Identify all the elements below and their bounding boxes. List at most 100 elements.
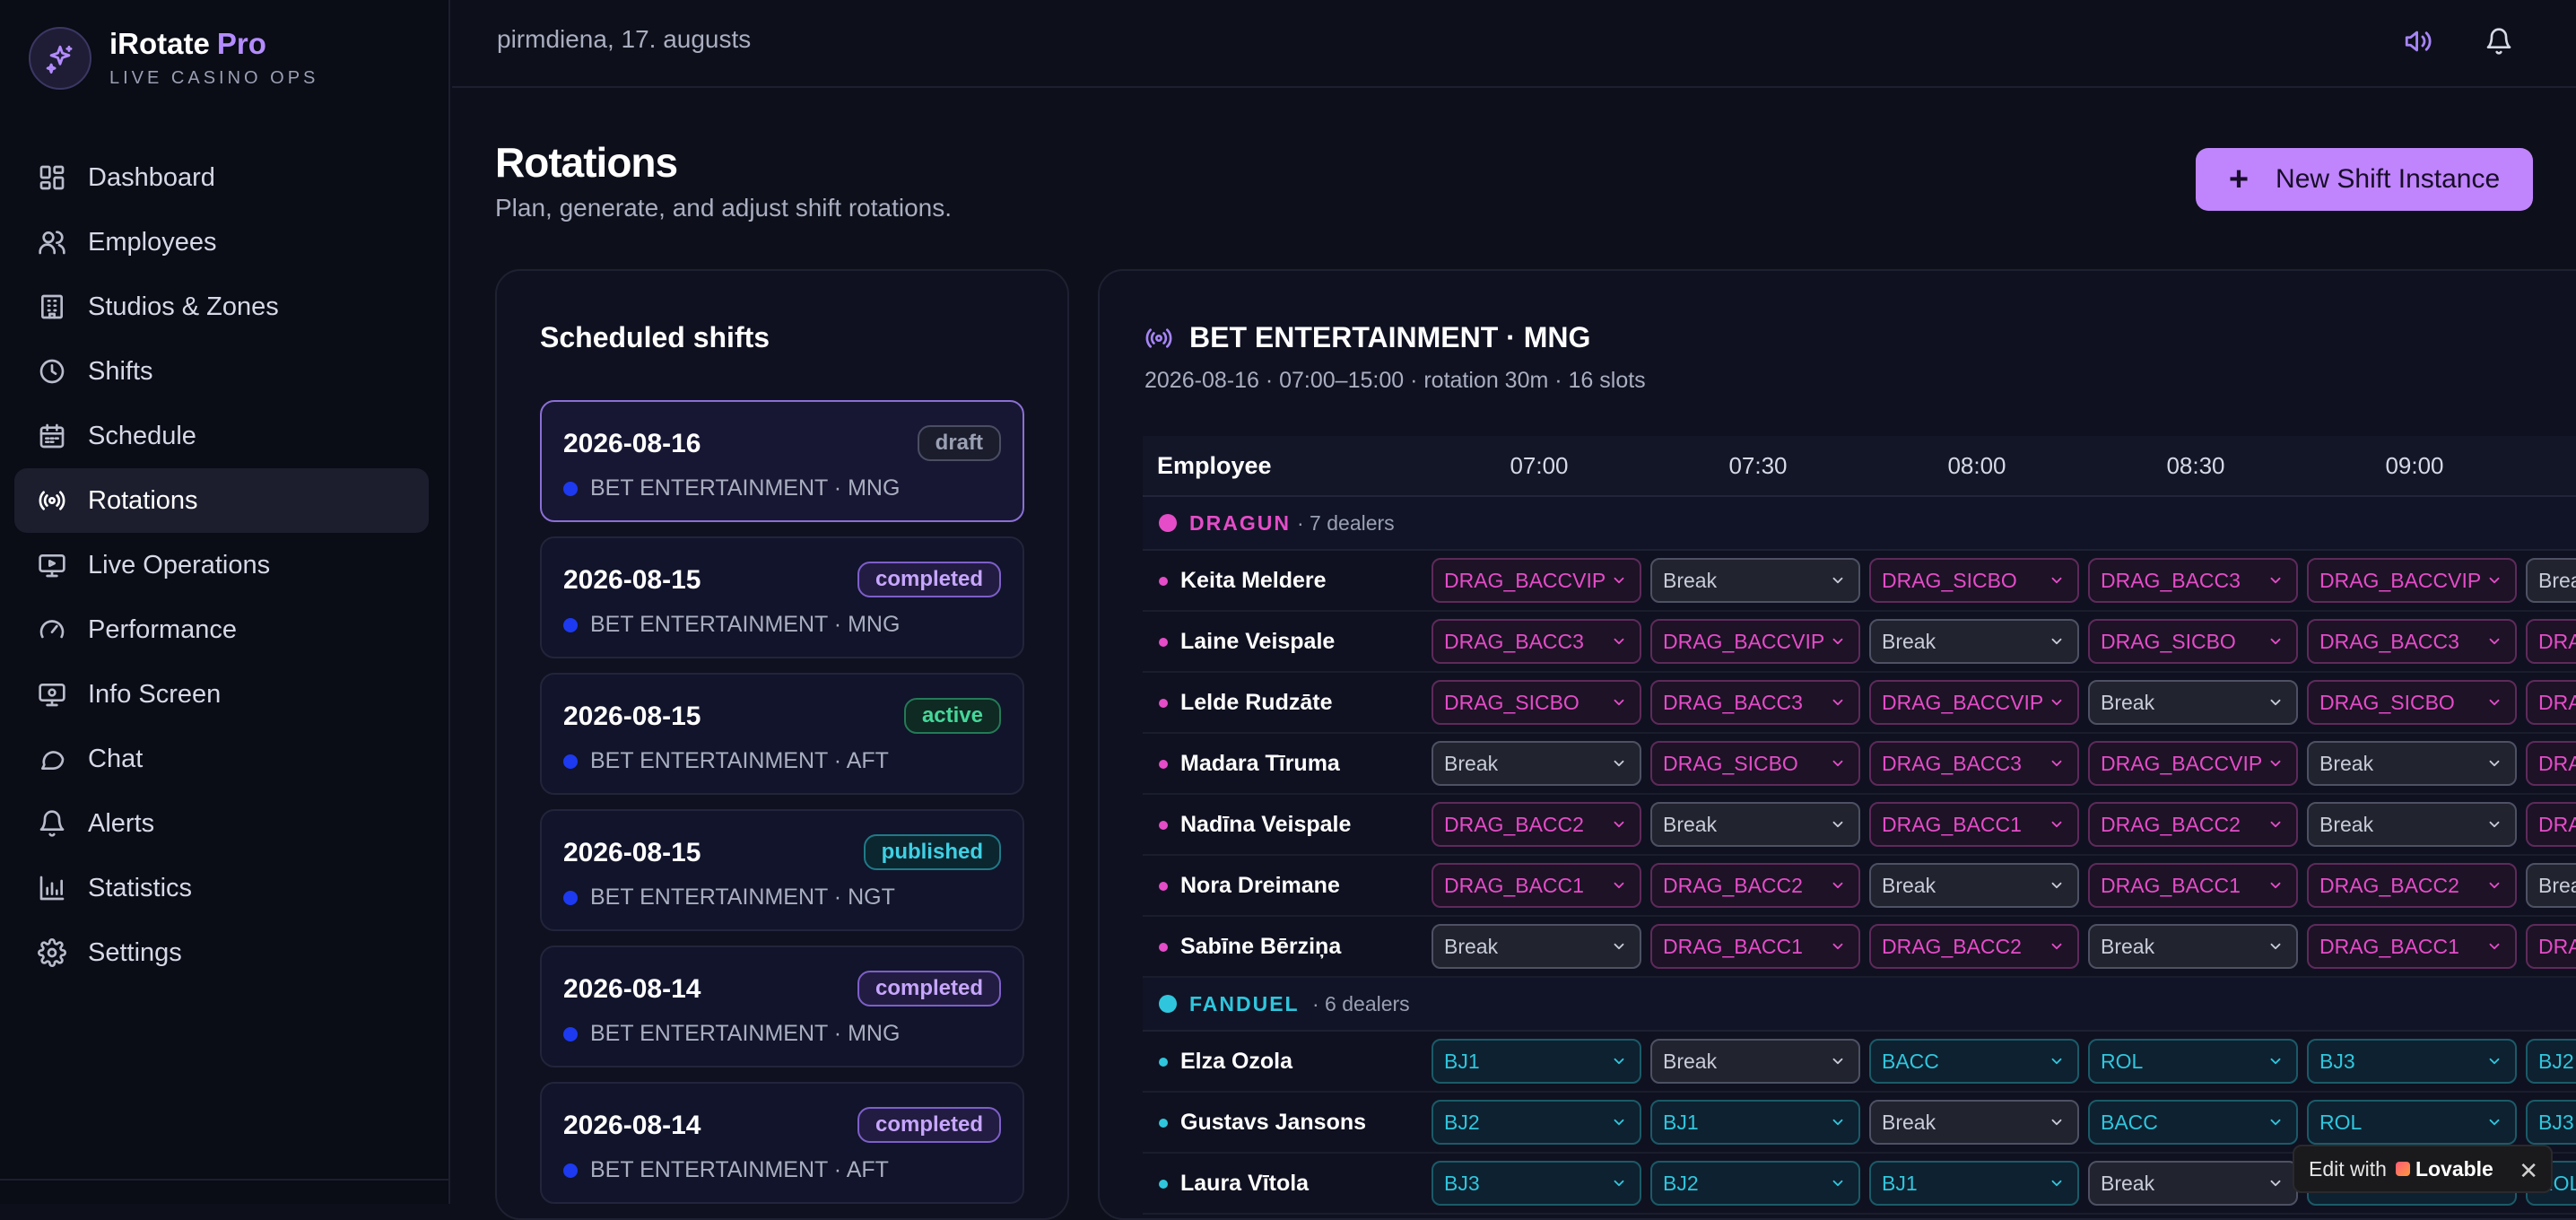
assignment-select[interactable]: DRAG_BACC1 [2088, 863, 2298, 908]
sidebar-item-info-screen[interactable]: Info Screen [14, 662, 429, 727]
assignment-select[interactable]: DRAG_BACCVIP [1432, 558, 1641, 603]
assignment-select[interactable]: DRAG_BACC3 [1432, 619, 1641, 664]
assignment-select[interactable]: BJ3 [1432, 1161, 1641, 1206]
sidebar-item-label: Studios & Zones [88, 292, 279, 321]
sidebar-item-performance[interactable]: Performance [14, 597, 429, 662]
assignment-select[interactable]: BJ2 [1432, 1100, 1641, 1145]
employee-name: Sabīne Bērziņa [1180, 934, 1342, 959]
bell-icon[interactable] [2481, 23, 2517, 59]
assignment-select[interactable]: DRAG_BACC1 [2307, 924, 2517, 969]
assignment-select[interactable]: DRAG_BACC2 [2088, 802, 2298, 847]
assignment-select[interactable]: BJ1 [1432, 1039, 1641, 1084]
sound-icon[interactable] [2400, 23, 2436, 59]
assignment-select[interactable]: DRAG_BACCVIP [2088, 741, 2298, 786]
shift-card[interactable]: 2026-08-15 active BET ENTERTAINMENT · AFT [540, 673, 1024, 795]
assignment-select[interactable]: Break [2526, 863, 2576, 908]
chevron-down-icon [2051, 821, 2062, 828]
assignment-select[interactable]: DRAG_BACC2 [1432, 802, 1641, 847]
shift-card[interactable]: 2026-08-16 draft BET ENTERTAINMENT · MNG [540, 400, 1024, 522]
shift-card[interactable]: 2026-08-15 published BET ENTERTAINMENT · N… [540, 809, 1024, 931]
assignment-select[interactable]: DRAG_BACCVIP [1869, 680, 2079, 725]
assignment-select[interactable]: DRAG_BACC2 [1650, 863, 1860, 908]
location-dot-icon [563, 1026, 578, 1041]
assignment-select[interactable]: Break [1650, 558, 1860, 603]
sidebar-item-employees[interactable]: Employees [14, 210, 429, 274]
sidebar-item-studios-and-zones[interactable]: Studios & Zones [14, 274, 429, 339]
sidebar-item-settings[interactable]: Settings [14, 920, 429, 985]
sidebar-item-rotations[interactable]: Rotations [14, 468, 429, 533]
assignment-select[interactable]: Break [1869, 1100, 2079, 1145]
shift-card[interactable]: 2026-08-14 completed BET ENTERTAINMENT · M… [540, 946, 1024, 1068]
assignment-select[interactable]: BJ3 [2526, 1100, 2576, 1145]
sidebar-item-live-operations[interactable]: Live Operations [14, 533, 429, 597]
assignment-select[interactable]: DRAG_SICBO [1650, 741, 1860, 786]
assignment-select[interactable]: Break [1869, 619, 2079, 664]
shift-card[interactable]: 2026-08-14 completed BET ENTERTAINMENT · A… [540, 1082, 1024, 1204]
assignment-select[interactable]: DRAG_BACC3 [2088, 558, 2298, 603]
assignment-select[interactable]: DRAG_BACC2 [1869, 924, 2079, 969]
assignment-select[interactable]: DRAG_SICBO [2088, 619, 2298, 664]
shift-location: BET ENTERTAINMENT · MNG [563, 1021, 900, 1047]
new-shift-instance-button[interactable]: + New Shift Instance [2196, 148, 2533, 211]
sidebar-item-chat[interactable]: Chat [14, 727, 429, 791]
brand-tagline: LIVE CASINO OPS [109, 67, 319, 88]
employee-name: Keita Meldere [1180, 568, 1327, 593]
shift-card[interactable]: 2026-08-15 completed BET ENTERTAINMENT · M… [540, 536, 1024, 658]
lovable-brand: Lovable [2415, 1156, 2493, 1181]
assignment-select[interactable]: Break [2307, 741, 2517, 786]
assignment-select[interactable]: BACC [1869, 1039, 2079, 1084]
assignment-select[interactable]: Break [1650, 1039, 1860, 1084]
calendar-icon [39, 423, 65, 449]
assignment-select[interactable]: Break [1432, 924, 1641, 969]
assignment-select[interactable]: DRAG_BACC1 [2526, 741, 2576, 786]
assignment-select[interactable]: BJ1 [1869, 1161, 2079, 1206]
employee-dot-icon [1159, 577, 1168, 586]
assignment-select[interactable]: DRAG_BACC1 [1869, 802, 2079, 847]
assignment-select[interactable]: Break [1869, 863, 2079, 908]
assignment-select[interactable]: Break [2088, 924, 2298, 969]
assignment-select[interactable]: BJ3 [2307, 1039, 2517, 1084]
assignment-select[interactable]: Break [2088, 680, 2298, 725]
scheduled-shifts-title: Scheduled shifts [540, 321, 770, 353]
employee-dot-icon [1159, 1180, 1168, 1189]
assignment-select[interactable]: DRAG_BACC3 [1869, 741, 2079, 786]
close-icon[interactable]: ✕ [2519, 1157, 2538, 1184]
assignment-select[interactable]: ROL [2088, 1039, 2298, 1084]
assignment-select[interactable]: Break [2307, 802, 2517, 847]
assignment-select[interactable]: Break [1650, 802, 1860, 847]
assignment-select[interactable]: BACC [2088, 1100, 2298, 1145]
assignment-select[interactable]: DRAG_SICBO [1869, 558, 2079, 603]
chevron-down-icon [1614, 699, 1624, 706]
assignment-select[interactable]: DRAG_BACC2 [2307, 863, 2517, 908]
sidebar-item-dashboard[interactable]: Dashboard [14, 145, 429, 210]
table-row: Keita Meldere DRAG_BACCVIP Break DRAG_SICBO… [1143, 551, 2576, 612]
assignment-select[interactable]: ROL [2307, 1100, 2517, 1145]
assignment-select[interactable]: DRAG_BACC1 [1432, 863, 1641, 908]
sidebar-item-alerts[interactable]: Alerts [14, 791, 429, 856]
assignment-select[interactable]: DRAG_SICBO [2307, 680, 2517, 725]
assignment-select[interactable]: DRAG_BACC3 [2526, 680, 2576, 725]
assignment-select[interactable]: DRAG_BACCVIP [1650, 619, 1860, 664]
assignment-select[interactable]: Break [1432, 741, 1641, 786]
rotation-grid: Employee 07:00 07:30 08:00 08:30 09:00 DRAGU… [1143, 436, 2576, 1218]
assignment-select[interactable]: BJ2 [2526, 1039, 2576, 1084]
edit-with-lovable-badge[interactable]: Edit with Lovable ✕ [2293, 1145, 2553, 1193]
assignment-select[interactable]: BJ1 [1650, 1100, 1860, 1145]
assignment-select[interactable]: Break [2526, 558, 2576, 603]
assignment-select[interactable]: DRAG_BACCVIP [2307, 558, 2517, 603]
assignment-select[interactable]: DRAG_BACC3 [1650, 680, 1860, 725]
brand[interactable]: iRotate Pro LIVE CASINO OPS [29, 27, 318, 90]
assignment-select[interactable]: DRAG_BACC2 [2526, 619, 2576, 664]
sidebar-item-shifts[interactable]: Shifts [14, 339, 429, 404]
topbar: pirmdiena, 17. augusts [452, 0, 2576, 88]
chevron-down-icon [1832, 943, 1843, 950]
assignment-select[interactable]: DRAG_SICBO [1432, 680, 1641, 725]
assignment-select[interactable]: Break [2088, 1161, 2298, 1206]
assignment-select[interactable]: BJ2 [1650, 1161, 1860, 1206]
assignment-select[interactable]: DRAG_BACC1 [1650, 924, 1860, 969]
assignment-select[interactable]: DRAG_BACCVIP [2526, 802, 2576, 847]
sidebar-item-schedule[interactable]: Schedule [14, 404, 429, 468]
assignment-select[interactable]: DRAG_BACC3 [2307, 619, 2517, 664]
assignment-select[interactable]: DRAG_SICBO [2526, 924, 2576, 969]
sidebar-item-statistics[interactable]: Statistics [14, 856, 429, 920]
